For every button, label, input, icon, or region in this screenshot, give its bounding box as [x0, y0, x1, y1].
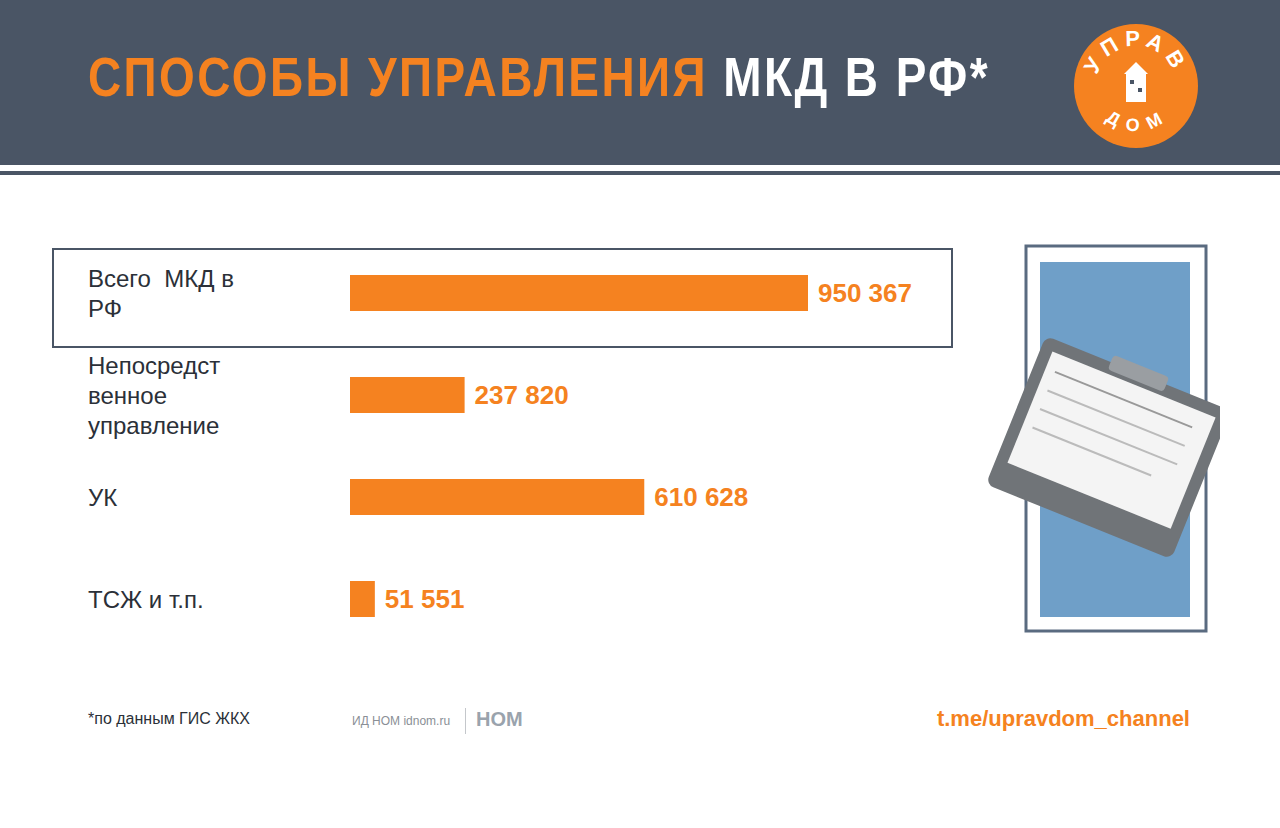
html-text:t.me/upravdom_channel: t.me/upravdom_channel — [936, 706, 1190, 731]
html-text:НОМ: НОМ — [476, 708, 523, 730]
html-text:СПОСОБЫ УПРАВЛЕНИЯ МКД В РФ*: СПОСОБЫ УПРАВЛЕНИЯ МКД В РФ* — [88, 45, 991, 108]
svg-text:610 628: 610 628 — [654, 482, 748, 512]
svg-text:УПРАВ: УПРАВ — [1079, 26, 1193, 78]
svg-text:Непосредст: Непосредст — [88, 352, 220, 379]
svg-text:950 367: 950 367 — [818, 278, 912, 308]
svg-text:управление: управление — [88, 412, 219, 439]
svg-text:РФ: РФ — [88, 295, 122, 322]
html-text:*по данным ГИС ЖКХ: *по данным ГИС ЖКХ — [88, 710, 250, 727]
html-text:ИД НОМ idnom.ru: ИД НОМ idnom.ru — [352, 714, 451, 728]
svg-text:51 551: 51 551 — [385, 584, 465, 614]
svg-text:Всего МКД в: Всего МКД в — [88, 265, 241, 292]
svg-text:ТСЖ и т.п.: ТСЖ и т.п. — [88, 586, 204, 613]
svg-text:237 820: 237 820 — [475, 380, 569, 410]
svg-text:УК: УК — [88, 484, 117, 511]
svg-text:венное: венное — [88, 382, 174, 409]
svg-text:ДОМ: ДОМ — [1103, 107, 1169, 136]
